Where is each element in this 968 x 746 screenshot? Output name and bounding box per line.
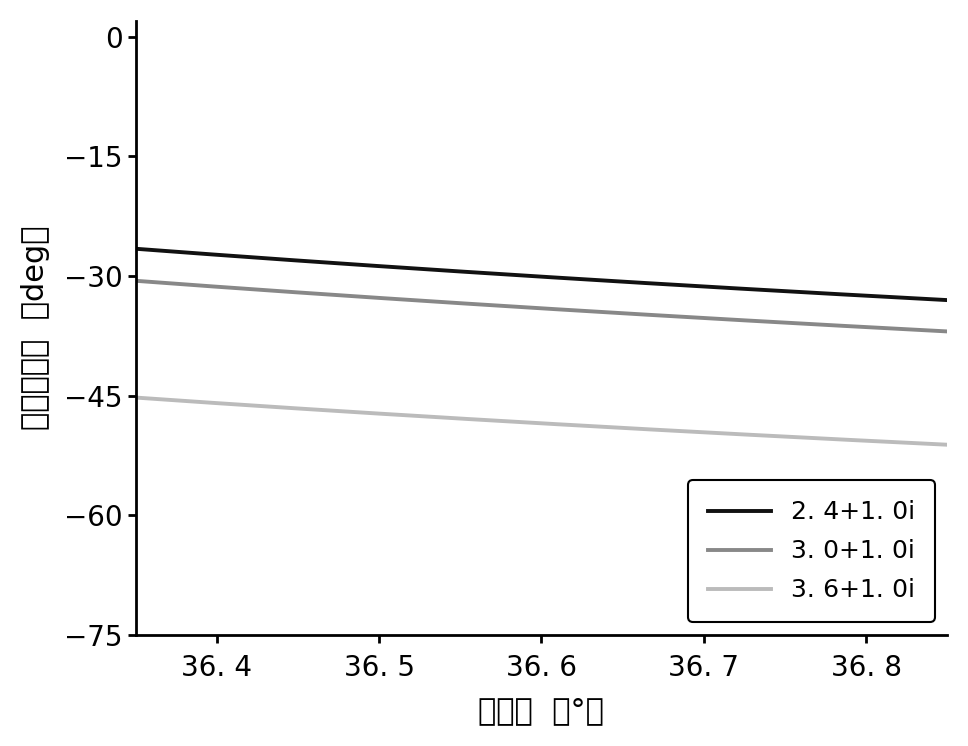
3. 6+1. 0i xyxy=(795,433,806,442)
3. 6+1. 0i xyxy=(130,393,141,402)
3. 6+1. 0i xyxy=(515,418,527,427)
3. 0+1. 0i xyxy=(569,306,581,315)
3. 0+1. 0i xyxy=(515,303,527,312)
3. 0+1. 0i xyxy=(941,327,953,336)
3. 6+1. 0i xyxy=(520,418,531,427)
Line: 3. 6+1. 0i: 3. 6+1. 0i xyxy=(136,398,947,445)
3. 0+1. 0i xyxy=(130,276,141,285)
X-axis label: 入射角  （°）: 入射角 （°） xyxy=(478,696,604,725)
2. 4+1. 0i xyxy=(613,277,624,286)
3. 6+1. 0i xyxy=(569,421,581,430)
2. 4+1. 0i xyxy=(515,271,527,280)
3. 0+1. 0i xyxy=(613,309,624,318)
Line: 3. 0+1. 0i: 3. 0+1. 0i xyxy=(136,280,947,331)
2. 4+1. 0i xyxy=(795,288,806,297)
Legend: 2. 4+1. 0i, 3. 0+1. 0i, 3. 6+1. 0i: 2. 4+1. 0i, 3. 0+1. 0i, 3. 6+1. 0i xyxy=(688,480,935,622)
Line: 2. 4+1. 0i: 2. 4+1. 0i xyxy=(136,248,947,300)
3. 6+1. 0i xyxy=(941,440,953,449)
3. 6+1. 0i xyxy=(922,439,933,448)
3. 6+1. 0i xyxy=(613,423,624,432)
2. 4+1. 0i xyxy=(922,295,933,304)
2. 4+1. 0i xyxy=(130,244,141,253)
2. 4+1. 0i xyxy=(569,275,581,283)
2. 4+1. 0i xyxy=(520,272,531,280)
Y-axis label: 反射相移差  （deg）: 反射相移差 （deg） xyxy=(21,225,49,430)
3. 0+1. 0i xyxy=(922,326,933,335)
3. 0+1. 0i xyxy=(795,319,806,328)
3. 0+1. 0i xyxy=(520,303,531,312)
2. 4+1. 0i xyxy=(941,295,953,304)
